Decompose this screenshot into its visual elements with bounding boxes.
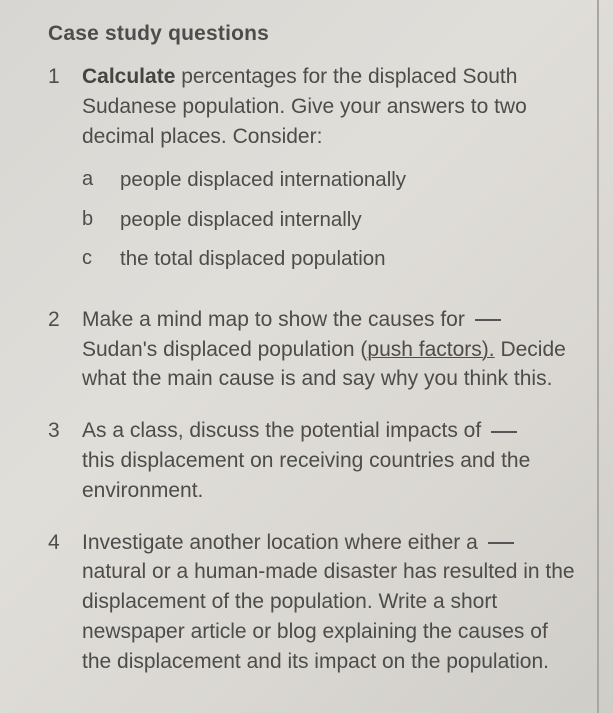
question-number: 1 (48, 62, 82, 283)
sub-item-a: a people displaced internationally (82, 165, 577, 194)
question-number: 4 (48, 528, 82, 677)
question-1: 1 Calculate percentages for the displace… (48, 62, 577, 283)
question-body: As a class, discuss the potential impact… (82, 416, 577, 505)
sub-text: people displaced internationally (120, 165, 577, 194)
question-text-pre: Make a mind map to show the causes for (82, 308, 471, 331)
question-number: 2 (48, 305, 82, 394)
question-text-pre: As a class, discuss the potential impact… (82, 419, 487, 442)
sub-list: a people displaced internationally b peo… (82, 165, 577, 272)
sub-letter: a (82, 165, 120, 194)
sub-letter: c (82, 244, 120, 273)
underlined-phrase: push factors). (367, 338, 494, 361)
page-edge-line (597, 0, 599, 713)
question-3: 3 As a class, discuss the potential impa… (48, 416, 577, 505)
annotation-dash-icon (491, 431, 517, 433)
question-4: 4 Investigate another location where eit… (48, 528, 577, 677)
question-text-post: natural or a human-made disaster has res… (82, 560, 575, 672)
question-body: Calculate percentages for the displaced … (82, 62, 577, 283)
question-number: 3 (48, 416, 82, 505)
question-text-pre: Investigate another location where eithe… (82, 531, 484, 554)
question-body: Investigate another location where eithe… (82, 528, 577, 677)
bold-verb: Calculate (82, 65, 175, 88)
sub-item-b: b people displaced internally (82, 205, 577, 234)
annotation-dash-icon (475, 319, 501, 321)
sub-text: the total displaced population (120, 244, 577, 273)
question-text-mid: Sudan's displaced population ( (82, 338, 367, 361)
question-text-post: this displacement on receiving countries… (82, 449, 530, 502)
sub-text: people displaced internally (120, 205, 577, 234)
section-heading: Case study questions (48, 22, 577, 46)
question-2: 2 Make a mind map to show the causes for… (48, 305, 577, 394)
question-body: Make a mind map to show the causes for S… (82, 305, 577, 394)
sub-item-c: c the total displaced population (82, 244, 577, 273)
annotation-dash-icon (488, 542, 514, 544)
sub-letter: b (82, 205, 120, 234)
